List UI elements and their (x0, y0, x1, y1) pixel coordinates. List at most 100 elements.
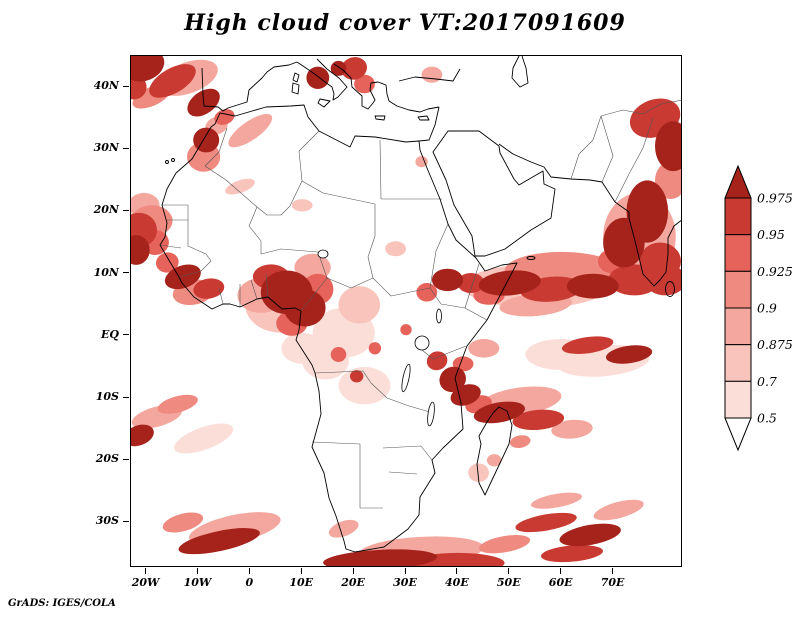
cloud-region (400, 324, 412, 336)
x-tick (456, 568, 458, 574)
italy-coastline (296, 58, 348, 101)
sicily-coastline (317, 98, 331, 108)
cloud-region (431, 268, 464, 292)
cloud-region (478, 270, 541, 296)
cloud-region (655, 121, 681, 172)
attribution-text: GrADS: IGES/COLA (8, 598, 116, 609)
x-tick (612, 568, 614, 574)
x-tick-label: 60E (548, 576, 573, 589)
lake-victoria (414, 335, 430, 351)
cloud-region (439, 366, 466, 393)
lake-turkana (436, 308, 442, 324)
cloud-region (566, 273, 619, 299)
cloud-region (284, 289, 326, 327)
cloud-region (605, 345, 653, 364)
x-tick (352, 568, 354, 574)
cyprus-coastline (417, 115, 430, 121)
x-tick-label: 20W (131, 576, 160, 589)
sardinia-coastline (291, 82, 300, 95)
cloud-region (479, 535, 531, 554)
map-plot-frame (130, 55, 682, 567)
cloud-region (486, 454, 502, 467)
colorbar-arrow-bottom (724, 417, 752, 452)
colorbar-label: 0.5 (757, 411, 777, 426)
cloud-region (174, 423, 234, 454)
cloud-region (281, 332, 323, 364)
x-tick (404, 568, 406, 574)
arabia-coastline (432, 130, 556, 257)
cloud-region (530, 492, 583, 509)
coastline-layer (159, 56, 681, 553)
cloud-region (193, 127, 220, 153)
cloud-region (131, 235, 150, 265)
colorbar-label: 0.875 (757, 337, 793, 352)
cloud-region (415, 156, 428, 168)
cloud-region (214, 109, 235, 125)
iran-india-coastline (498, 143, 681, 287)
x-tick-label: 40E (445, 576, 469, 589)
cloud-region (468, 463, 489, 483)
cloud-region (338, 286, 381, 324)
turkey-coastline (388, 100, 440, 113)
cloud-region (149, 64, 196, 98)
caspian-coastline (511, 56, 529, 88)
x-tick-label: 0 (245, 576, 254, 589)
cloud-region (416, 283, 438, 302)
lake-malawi (427, 401, 435, 427)
cloud-region (561, 336, 614, 354)
colorbar-label: 0.9 (757, 301, 777, 316)
cloud-region (328, 519, 359, 538)
y-tick (123, 458, 129, 460)
y-tick (123, 85, 129, 87)
balkans-greece-coastline (333, 63, 390, 110)
cloud-region (338, 366, 391, 405)
y-tick (123, 147, 129, 149)
y-tick-label: 20S (95, 452, 119, 466)
lake-tanganyika (401, 363, 411, 393)
cloud-region (593, 499, 644, 521)
cloud-region (559, 523, 621, 547)
map-plot (131, 56, 681, 566)
cloud-region (512, 409, 565, 431)
colorbar-label: 0.95 (757, 227, 785, 242)
iberia-coastline (201, 61, 298, 112)
x-tick-label: 30E (393, 576, 417, 589)
colorbar-segment (724, 307, 752, 346)
cloud-region (515, 512, 577, 533)
colorbar-label: 0.925 (757, 264, 793, 279)
colorbar-segment (724, 270, 752, 309)
canary-island (165, 160, 169, 164)
chart-title: High cloud cover VT:2017091609 (184, 10, 626, 36)
y-tick-label: 10N (93, 265, 119, 279)
madagascar-coastline (476, 406, 513, 496)
x-tick-label: 10E (289, 576, 314, 589)
cloud-region (421, 66, 443, 83)
cloud-region (306, 66, 330, 89)
cloud-region (541, 545, 603, 563)
cloud-region (323, 549, 438, 566)
y-tick-label: 10S (95, 390, 119, 404)
colorbar: 0.975 0.95 0.925 0.9 0.875 0.7 0.5 (724, 164, 793, 452)
cloud-region (473, 401, 525, 424)
colorbar-segment (724, 344, 752, 382)
cloud-region (368, 342, 382, 355)
cloud-region (330, 347, 347, 362)
x-tick-label: 20E (341, 576, 365, 589)
colorbar-label: 0.7 (757, 374, 777, 389)
y-tick-label: 30N (93, 141, 119, 155)
cloud-region (131, 56, 165, 82)
socotra-coastline (526, 256, 536, 260)
y-tick-label: 40N (93, 79, 119, 93)
cloud-region (468, 339, 500, 358)
black-sea-coastline (398, 68, 461, 82)
y-tick-label: EQ (101, 327, 119, 341)
cloud-region (162, 512, 204, 533)
cloud-region (193, 278, 225, 299)
levant-coastline (418, 106, 440, 142)
x-tick (508, 568, 510, 574)
x-tick (300, 568, 302, 574)
lake-chad (317, 249, 329, 259)
cloud-region (457, 273, 485, 293)
cloud-region (350, 370, 364, 383)
lakes-layer (317, 249, 442, 427)
